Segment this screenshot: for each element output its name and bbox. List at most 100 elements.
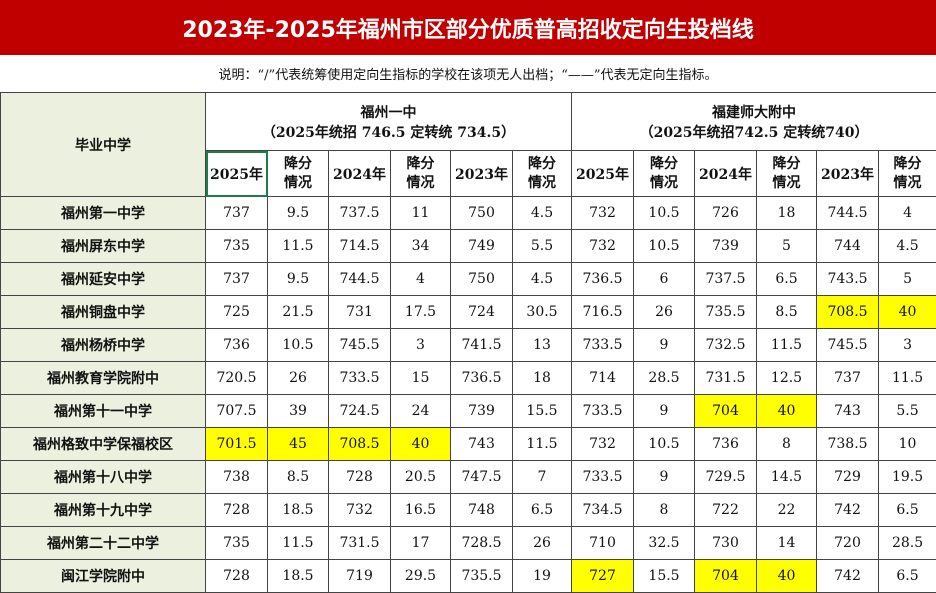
score-cell: 732 — [572, 428, 634, 461]
score-cell: 748 — [451, 494, 513, 527]
header-row: 毕业中学福州一中（2025年统招 746.5 定转统 734.5）福建师大附中（… — [1, 93, 936, 151]
score-cell: 737 — [206, 263, 268, 296]
score-cell: 732.5 — [695, 329, 757, 362]
column-label: 降分情况 — [649, 155, 679, 193]
score-cell: 6.5 — [513, 494, 572, 527]
school-name: 福州第十八中学 — [1, 461, 206, 494]
score-cell: 14 — [757, 527, 817, 560]
score-cell: 714 — [572, 362, 634, 395]
column-label: 降分情况 — [893, 155, 923, 193]
score-cell: 704 — [695, 395, 757, 428]
score-cell: 9.5 — [268, 197, 329, 230]
score-cell: 19.5 — [879, 461, 936, 494]
score-cell: 24 — [391, 395, 451, 428]
score-table: 毕业中学福州一中（2025年统招 746.5 定转统 734.5）福建师大附中（… — [0, 92, 936, 593]
score-cell: 728 — [206, 494, 268, 527]
score-cell: 732 — [329, 494, 391, 527]
score-cell: 737.5 — [695, 263, 757, 296]
school-name: 福州铜盘中学 — [1, 296, 206, 329]
school-name: 福州延安中学 — [1, 263, 206, 296]
score-cell: 10.5 — [634, 197, 695, 230]
score-cell: 739 — [695, 230, 757, 263]
score-cell: 731.5 — [329, 527, 391, 560]
score-cell: 32.5 — [634, 527, 695, 560]
score-cell: 716.5 — [572, 296, 634, 329]
score-cell: 6.5 — [879, 560, 936, 593]
group-header: 福州一中（2025年统招 746.5 定转统 734.5） — [206, 93, 572, 151]
score-cell: 735 — [206, 527, 268, 560]
score-cell: 735 — [206, 230, 268, 263]
score-cell: 15.5 — [513, 395, 572, 428]
column-header: 降分情况 — [513, 151, 572, 197]
school-name: 福州第二十二中学 — [1, 527, 206, 560]
score-cell: 11.5 — [513, 428, 572, 461]
score-cell: 5.5 — [879, 395, 936, 428]
score-cell: 720.5 — [206, 362, 268, 395]
score-cell: 11.5 — [879, 362, 936, 395]
score-cell: 732 — [572, 230, 634, 263]
score-cell: 722 — [695, 494, 757, 527]
school-name: 福州格致中学保福校区 — [1, 428, 206, 461]
score-cell: 4 — [879, 197, 936, 230]
score-cell: 732 — [572, 197, 634, 230]
score-cell: 744.5 — [329, 263, 391, 296]
score-cell: 40 — [879, 296, 936, 329]
score-cell: 724 — [451, 296, 513, 329]
score-cell: 719 — [329, 560, 391, 593]
score-cell: 736 — [206, 329, 268, 362]
score-cell: 701.5 — [206, 428, 268, 461]
score-cell: 737 — [817, 362, 879, 395]
column-header: 降分情况 — [879, 151, 936, 197]
score-cell: 8 — [757, 428, 817, 461]
score-cell: 728 — [329, 461, 391, 494]
group-sub: （2025年统招 746.5 定转统 734.5） — [206, 122, 571, 142]
score-cell: 11.5 — [268, 527, 329, 560]
score-cell: 745.5 — [817, 329, 879, 362]
score-cell: 750 — [451, 263, 513, 296]
note: 说明：“/”代表统筹使用定向生指标的学校在该项无人出档；“——”代表无定向生指标… — [0, 55, 936, 92]
score-cell: 742 — [817, 560, 879, 593]
score-cell: 6.5 — [757, 263, 817, 296]
column-label: 2025年 — [210, 167, 263, 183]
score-cell: 704 — [695, 560, 757, 593]
column-header: 降分情况 — [391, 151, 451, 197]
score-cell: 749 — [451, 230, 513, 263]
score-cell: 18.5 — [268, 494, 329, 527]
score-cell: 10 — [879, 428, 936, 461]
score-cell: 750 — [451, 197, 513, 230]
score-cell: 736.5 — [451, 362, 513, 395]
score-cell: 29.5 — [391, 560, 451, 593]
score-cell: 727 — [572, 560, 634, 593]
column-label: 降分情况 — [527, 155, 557, 193]
score-cell: 743 — [817, 395, 879, 428]
score-cell: 708.5 — [817, 296, 879, 329]
score-cell: 747.5 — [451, 461, 513, 494]
score-cell: 736.5 — [572, 263, 634, 296]
score-cell: 731.5 — [695, 362, 757, 395]
score-cell: 28.5 — [634, 362, 695, 395]
score-cell: 4.5 — [513, 263, 572, 296]
score-cell: 6.5 — [879, 494, 936, 527]
score-cell: 40 — [391, 428, 451, 461]
score-cell: 733.5 — [572, 395, 634, 428]
column-label: 降分情况 — [283, 155, 313, 193]
column-header: 2025年 — [206, 151, 268, 197]
score-cell: 10.5 — [268, 329, 329, 362]
title: 2023年-2025年福州市区部分优质普高招收定向生投档线 — [0, 0, 936, 55]
school-name: 福州第十一中学 — [1, 395, 206, 428]
score-cell: 733.5 — [572, 329, 634, 362]
column-header: 2023年 — [817, 151, 879, 197]
score-cell: 744.5 — [817, 197, 879, 230]
column-label: 降分情况 — [406, 155, 436, 193]
score-cell: 739 — [451, 395, 513, 428]
score-cell: 28.5 — [879, 527, 936, 560]
score-cell: 34 — [391, 230, 451, 263]
score-cell: 731 — [329, 296, 391, 329]
score-cell: 737 — [206, 197, 268, 230]
score-cell: 745.5 — [329, 329, 391, 362]
